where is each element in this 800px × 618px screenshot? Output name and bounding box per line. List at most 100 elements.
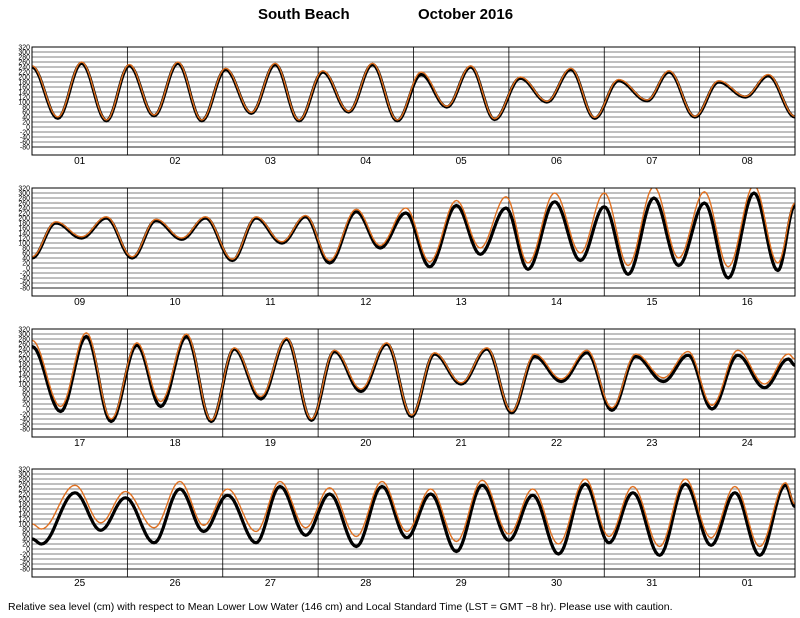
- y-tick-label: 60: [22, 109, 30, 116]
- y-tick-label: 260: [18, 481, 30, 488]
- day-label: 29: [456, 578, 468, 589]
- y-tick-label: 20: [22, 401, 30, 408]
- tide-panel-3: 3203002802602402202001801601401201008060…: [18, 326, 796, 449]
- tide-panel-1: 3203002802602402202001801601401201008060…: [18, 44, 796, 167]
- y-tick-label: -20: [20, 270, 30, 277]
- panel-frame: [31, 328, 796, 438]
- day-label: 25: [74, 578, 86, 589]
- y-tick-label: 40: [22, 396, 30, 403]
- day-label: 19: [265, 438, 277, 449]
- day-label: 13: [456, 297, 468, 308]
- y-tick-label: 40: [22, 255, 30, 262]
- day-label: 09: [74, 297, 86, 308]
- day-label: 30: [551, 578, 563, 589]
- y-tick-label: 240: [18, 205, 30, 212]
- day-label: 21: [456, 438, 468, 449]
- y-tick-label: 180: [18, 79, 30, 86]
- day-label: 01: [74, 156, 86, 167]
- observed-tide-line: [32, 191, 795, 280]
- y-tick-label: 200: [18, 496, 30, 503]
- y-tick-label: 320: [18, 326, 30, 333]
- y-tick-label: 180: [18, 501, 30, 508]
- day-label: 18: [170, 438, 182, 449]
- y-tick-label: 180: [18, 361, 30, 368]
- y-tick-label: 0: [26, 124, 30, 131]
- chart-title-month: October 2016: [418, 6, 514, 23]
- predicted-tide-line: [32, 188, 795, 268]
- day-label: 12: [360, 297, 372, 308]
- y-tick-label: 240: [18, 486, 30, 493]
- day-label: 16: [742, 297, 754, 308]
- y-tick-label: -80: [20, 426, 30, 433]
- y-tick-label: 60: [22, 250, 30, 257]
- y-tick-label: 160: [18, 366, 30, 373]
- y-tick-label: 60: [22, 391, 30, 398]
- y-tick-label: 160: [18, 506, 30, 513]
- y-tick-label: 220: [18, 351, 30, 358]
- y-tick-label: 200: [18, 74, 30, 81]
- y-tick-label: 220: [18, 491, 30, 498]
- y-tick-label: -40: [20, 275, 30, 282]
- y-tick-label: 280: [18, 336, 30, 343]
- y-tick-label: -40: [20, 416, 30, 423]
- y-tick-label: 80: [22, 104, 30, 111]
- y-tick-label: -20: [20, 129, 30, 136]
- day-label: 20: [360, 438, 372, 449]
- y-tick-label: 120: [18, 235, 30, 242]
- y-tick-label: 120: [18, 376, 30, 383]
- y-tick-label: -20: [20, 411, 30, 418]
- y-tick-label: 120: [18, 516, 30, 523]
- y-tick-label: -40: [20, 134, 30, 141]
- day-label: 24: [742, 438, 754, 449]
- day-label: 27: [265, 578, 277, 589]
- y-tick-label: 0: [26, 265, 30, 272]
- y-tick-label: 220: [18, 210, 30, 217]
- y-tick-label: 80: [22, 386, 30, 393]
- y-tick-label: 80: [22, 245, 30, 252]
- day-label: 05: [456, 156, 468, 167]
- y-tick-label: 140: [18, 371, 30, 378]
- y-tick-label: -20: [20, 551, 30, 558]
- y-tick-label: 140: [18, 89, 30, 96]
- predicted-tide-line: [32, 332, 795, 421]
- day-label: 06: [551, 156, 563, 167]
- y-tick-label: 20: [22, 541, 30, 548]
- y-tick-label: 100: [18, 521, 30, 528]
- y-tick-label: 200: [18, 215, 30, 222]
- y-tick-label: 320: [18, 466, 30, 473]
- y-tick-label: 320: [18, 185, 30, 192]
- day-label: 15: [646, 297, 658, 308]
- y-tick-label: 120: [18, 94, 30, 101]
- y-tick-label: 320: [18, 44, 30, 51]
- y-tick-label: 160: [18, 84, 30, 91]
- y-tick-label: -80: [20, 285, 30, 292]
- day-label: 01: [742, 578, 754, 589]
- day-label: 02: [170, 156, 182, 167]
- y-tick-label: 160: [18, 225, 30, 232]
- footer-note: Relative sea level (cm) with respect to …: [8, 601, 673, 613]
- y-tick-label: 280: [18, 195, 30, 202]
- day-label: 04: [360, 156, 372, 167]
- panel-frame: [31, 468, 796, 578]
- panel-frame: [31, 187, 796, 297]
- y-tick-label: 140: [18, 230, 30, 237]
- tide-panel-4: 3203002802602402202001801601401201008060…: [18, 466, 796, 589]
- y-tick-label: 240: [18, 64, 30, 71]
- y-tick-label: 100: [18, 381, 30, 388]
- y-tick-label: 60: [22, 531, 30, 538]
- panel-frame: [31, 46, 796, 156]
- y-tick-label: 220: [18, 69, 30, 76]
- y-tick-label: -60: [20, 561, 30, 568]
- y-tick-label: 300: [18, 331, 30, 338]
- y-tick-label: 100: [18, 240, 30, 247]
- y-tick-label: 20: [22, 119, 30, 126]
- y-tick-label: 40: [22, 114, 30, 121]
- y-tick-label: 200: [18, 356, 30, 363]
- y-tick-label: -60: [20, 280, 30, 287]
- day-label: 03: [265, 156, 277, 167]
- day-label: 11: [265, 297, 276, 308]
- y-tick-label: 260: [18, 59, 30, 66]
- day-label: 31: [646, 578, 658, 589]
- y-tick-label: -80: [20, 566, 30, 573]
